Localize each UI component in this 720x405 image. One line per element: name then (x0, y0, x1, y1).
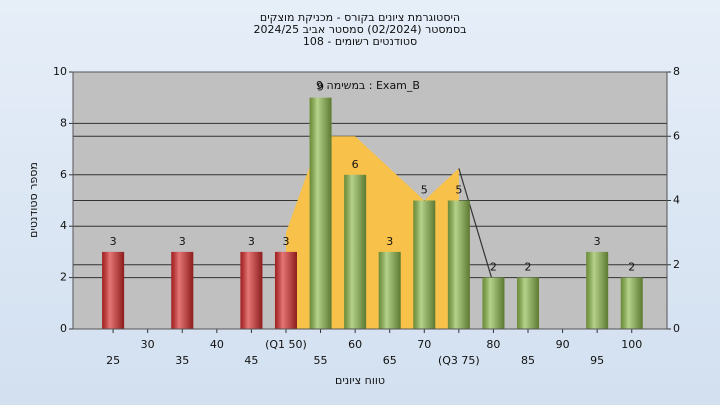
x-tick-label: (Q1 50) (265, 338, 307, 351)
x-tick-label: 95 (590, 354, 604, 367)
x-tick-label: 100 (621, 338, 642, 351)
bar-shade (620, 277, 643, 329)
y-tick-label: 4 (60, 219, 67, 232)
x-tick-label: (Q3 75) (438, 354, 480, 367)
x-tick-label: 80 (486, 338, 500, 351)
bar-shade (482, 277, 505, 329)
frame (72, 71, 668, 330)
x-tick-label: 45 (244, 354, 258, 367)
x-tick-label: 70 (417, 338, 431, 351)
y2-tick-label: 2 (673, 258, 680, 271)
y-tick-label: 8 (60, 116, 67, 129)
x-tick-label: 25 (106, 354, 120, 367)
y-axis-label: מספר סטודנטים (27, 162, 40, 238)
x-tick-label: 65 (383, 354, 397, 367)
y2-tick-label: 8 (673, 65, 680, 78)
bar-shade (447, 200, 470, 329)
x-tick-label: 85 (521, 354, 535, 367)
value-label: 3 (282, 235, 289, 248)
y-tick-label: 0 (60, 322, 67, 335)
y2-tick-label: 4 (673, 194, 680, 207)
title-line: סטודנטים רשומים - 108 (303, 35, 417, 48)
bar-shade (378, 251, 401, 329)
value-label: 3 (248, 235, 255, 248)
bar-shade (517, 277, 540, 329)
bar-shade (309, 97, 332, 329)
bar-shade (171, 251, 194, 329)
y-tick-label: 2 (60, 271, 67, 284)
title-line: היסטוגרמת ציונים בקורס - מכניקת מוצקים (260, 11, 460, 24)
x-tick-label: 60 (348, 338, 362, 351)
bar-shade (344, 174, 367, 329)
value-label: 3 (179, 235, 186, 248)
value-label: 3 (386, 235, 393, 248)
x-tick-label: 55 (314, 354, 328, 367)
title-line: בסמסטר (02/2024) סמסטר אביב 2024/25 (253, 23, 466, 36)
bar-shade (274, 251, 297, 329)
annotation: Exam_B : במשימה 9 (316, 79, 420, 92)
x-tick-label: 35 (175, 354, 189, 367)
y-tick-label: 6 (60, 168, 67, 181)
y2-tick-label: 6 (673, 129, 680, 142)
bar-shade (102, 251, 125, 329)
value-label: 5 (421, 184, 428, 197)
value-label: 6 (352, 158, 359, 171)
x-tick-label: 30 (141, 338, 155, 351)
value-label: 3 (110, 235, 117, 248)
x-tick-label: 90 (556, 338, 570, 351)
value-label: 2 (525, 261, 532, 274)
bar-shade (413, 200, 436, 329)
value-label: 5 (455, 184, 462, 197)
line (458, 168, 495, 285)
y2-tick-label: 0 (673, 322, 680, 335)
value-label: 3 (594, 235, 601, 248)
y-tick-label: 10 (53, 65, 67, 78)
value-label: 2 (490, 261, 497, 274)
x-axis-label: טווח ציונים (335, 374, 385, 387)
value-label: 9 (317, 81, 324, 94)
bar-shade (240, 251, 263, 329)
x-tick-label: 40 (210, 338, 224, 351)
value-label: 2 (628, 261, 635, 274)
bar-shade (586, 251, 609, 329)
